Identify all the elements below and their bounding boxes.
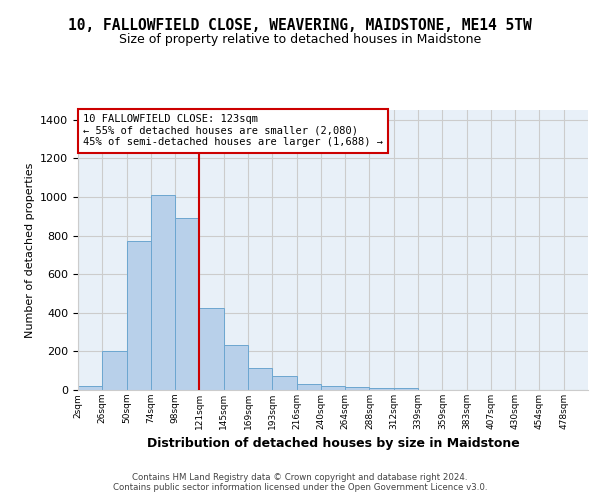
Bar [370,388,394,390]
Bar [127,242,151,390]
Bar [199,308,224,390]
Bar [102,352,127,390]
Bar [394,388,418,390]
Bar [296,384,321,390]
Text: Contains public sector information licensed under the Open Government Licence v3: Contains public sector information licen… [113,484,487,492]
Y-axis label: Number of detached properties: Number of detached properties [25,162,35,338]
Bar [78,386,102,390]
Bar [345,386,370,390]
Bar [272,376,296,390]
Text: Contains HM Land Registry data © Crown copyright and database right 2024.: Contains HM Land Registry data © Crown c… [132,472,468,482]
X-axis label: Distribution of detached houses by size in Maidstone: Distribution of detached houses by size … [146,438,520,450]
Bar [248,368,272,390]
Bar [224,344,248,390]
Text: Size of property relative to detached houses in Maidstone: Size of property relative to detached ho… [119,32,481,46]
Bar [151,195,175,390]
Text: 10, FALLOWFIELD CLOSE, WEAVERING, MAIDSTONE, ME14 5TW: 10, FALLOWFIELD CLOSE, WEAVERING, MAIDST… [68,18,532,32]
Bar [321,386,345,390]
Text: 10 FALLOWFIELD CLOSE: 123sqm
← 55% of detached houses are smaller (2,080)
45% of: 10 FALLOWFIELD CLOSE: 123sqm ← 55% of de… [83,114,383,148]
Bar [175,218,199,390]
